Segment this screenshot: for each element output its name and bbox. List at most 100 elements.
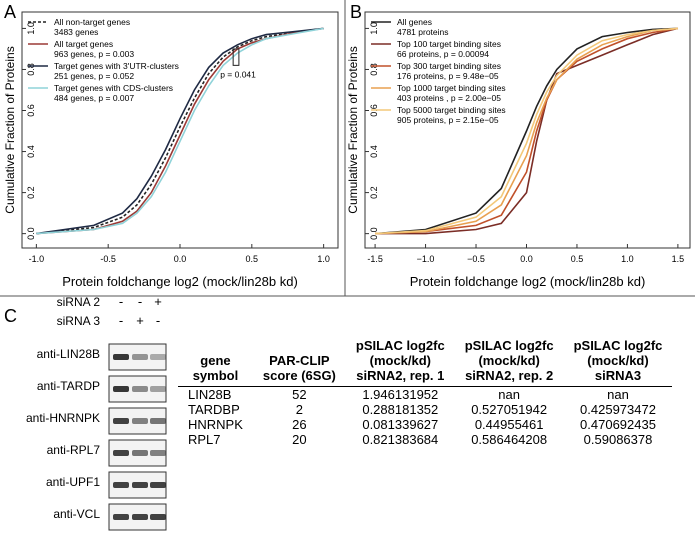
cdf-line <box>36 27 324 235</box>
legend-note: 963 genes, p = 0.003 <box>54 49 134 59</box>
x-tick-label: 0.0 <box>520 254 533 264</box>
table-cell: TARDBP <box>188 402 240 417</box>
blot-band <box>113 354 129 360</box>
y-tick-label: 0.2 <box>26 186 36 199</box>
legend-note: 905 proteins, p = 2.15e−05 <box>397 115 499 125</box>
legend-label: Top 5000 target binding sites <box>397 105 506 115</box>
blot-band <box>132 354 148 360</box>
blot-band <box>113 418 129 424</box>
table-cell: 2 <box>295 402 304 417</box>
cdf-line <box>36 27 324 235</box>
blot-band <box>150 514 166 520</box>
table-header: pSILAC log2fc (mock/kd) siRNA2, rep. 2 <box>454 336 564 387</box>
legend-note: 484 genes, p = 0.007 <box>54 93 134 103</box>
blot-band <box>150 386 166 392</box>
legend-note: 4781 proteins <box>397 27 449 37</box>
header-line: pSILAC log2fc <box>464 338 554 353</box>
table-cell: 0.081339627 <box>362 417 439 432</box>
table-cell: 0.586464208 <box>471 432 548 447</box>
blot-band <box>132 482 148 488</box>
header-line: siRNA2, rep. 1 <box>356 368 445 383</box>
legend-label: Top 100 target binding sites <box>397 39 501 49</box>
header-line: (mock/kd) <box>369 353 432 368</box>
y-tick-label: 0.4 <box>26 145 36 158</box>
panel-label: B <box>350 2 362 22</box>
table-cell: LIN28B <box>188 387 232 402</box>
annotation-bracket <box>232 48 240 66</box>
table-header: pSILAC log2fc (mock/kd) siRNA2, rep. 1 <box>345 336 455 387</box>
y-tick-label: 0.4 <box>369 145 379 158</box>
table-row: LIN28B 52 1.946131952 nan nan <box>178 387 672 403</box>
header-line: pSILAC log2fc <box>355 338 445 353</box>
header-line: PAR-CLIP <box>269 353 330 368</box>
y-tick-label: 0.8 <box>26 63 36 76</box>
header-line: symbol <box>192 368 239 383</box>
plot-frame <box>364 11 691 249</box>
blot-band <box>150 450 166 456</box>
x-tick-label: 1.5 <box>672 254 685 264</box>
table-cell: 0.527051942 <box>471 402 548 417</box>
y-tick-label: 1.0 <box>26 22 36 35</box>
legend-label: All target genes <box>54 39 113 49</box>
legend-label: Top 1000 target binding sites <box>397 83 506 93</box>
x-tick-label: 0.5 <box>246 254 259 264</box>
legend-note: 176 proteins, p = 9.48e−05 <box>397 71 499 81</box>
condition-mark: - <box>119 313 123 328</box>
legend-label: Target genes with CDS-clusters <box>54 83 173 93</box>
blot-band <box>113 482 129 488</box>
x-tick-label: -1.0 <box>29 254 45 264</box>
blot-band <box>132 418 148 424</box>
header-line: siRNA3 <box>594 368 642 383</box>
header-line: score (6SG) <box>262 368 336 383</box>
condition-mark: + <box>136 313 144 328</box>
header-line: (mock/kd) <box>587 353 649 368</box>
blot-band <box>132 450 148 456</box>
x-tick-label: -0.5 <box>100 254 116 264</box>
x-tick-label: 1.0 <box>621 254 634 264</box>
legend-note: 251 genes, p = 0.052 <box>54 71 134 81</box>
table-header: gene symbol <box>178 336 253 387</box>
table-cell: 26 <box>292 417 307 432</box>
table-cell: 1.946131952 <box>362 387 439 402</box>
y-axis-label: Cumulative Fraction of Proteins <box>346 46 360 213</box>
condition-mark: + <box>154 294 162 309</box>
table-cell: HNRNPK <box>188 417 243 432</box>
condition-mark: - <box>138 294 142 309</box>
condition-label: siRNA 3 <box>57 314 101 328</box>
antibody-label: anti-VCL <box>53 507 100 521</box>
antibody-label: anti-TARDP <box>37 379 100 393</box>
blot-band <box>113 450 129 456</box>
blot-band <box>132 514 148 520</box>
table-cell: 0.59086378 <box>583 432 653 447</box>
x-tick-label: -1.5 <box>367 254 383 264</box>
legend-note: 3483 genes <box>54 27 98 37</box>
cdf-line <box>36 27 324 235</box>
panel-label: C <box>4 306 17 326</box>
table-cell: 0.821383684 <box>362 432 439 447</box>
legend-label: All non-target genes <box>54 17 130 27</box>
antibody-label: anti-LIN28B <box>37 347 100 361</box>
annotation: p = 0.041 <box>220 70 256 80</box>
legend-note: 403 proteins , p = 2.00e−05 <box>397 93 501 103</box>
x-axis-label: Protein foldchange log2 (mock/lin28b kd) <box>410 274 646 289</box>
x-tick-label: −1.0 <box>417 254 435 264</box>
table-cell: 52 <box>292 387 307 402</box>
y-tick-label: 1.0 <box>369 22 379 35</box>
y-axis-label: Cumulative Fraction of Proteins <box>3 46 17 213</box>
y-tick-label: 0.6 <box>26 104 36 117</box>
condition-mark: - <box>156 313 160 328</box>
x-tick-label: 1.0 <box>317 254 330 264</box>
condition-mark: - <box>119 294 123 309</box>
header-line: gene <box>200 353 231 368</box>
header-line: siRNA2, rep. 2 <box>465 368 554 383</box>
header-line: pSILAC log2fc <box>573 338 663 353</box>
legend-label: Top 300 target binding sites <box>397 61 501 71</box>
blot-band <box>150 418 166 424</box>
antibody-label: anti-RPL7 <box>47 443 101 457</box>
data-table: gene symbol PAR-CLIP score (6SG) pSILAC log2… <box>178 336 673 447</box>
x-axis-label: Protein foldchange log2 (mock/lin28b kd) <box>62 274 298 289</box>
y-tick-label: 0.8 <box>369 63 379 76</box>
table-row: TARDBP 2 0.288181352 0.527051942 0.425973472 <box>178 402 672 417</box>
